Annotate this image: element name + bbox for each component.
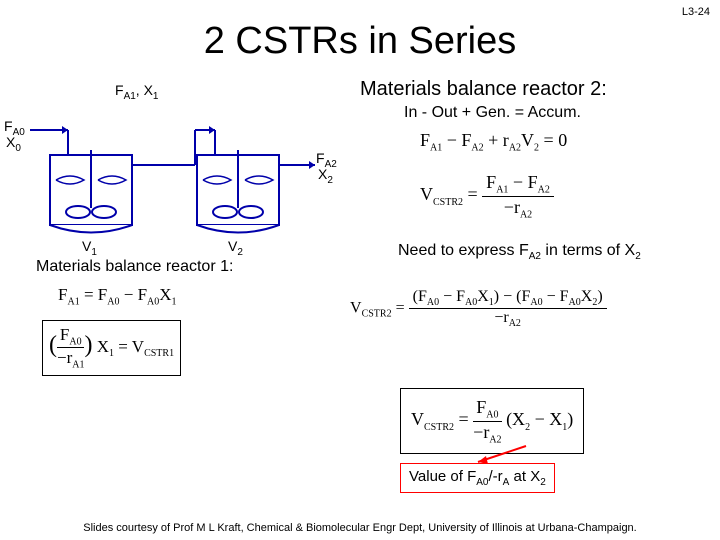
equation-5: VCSTR2 = (FA0 − FA0X1) − (FA0 − FA0X2)−r… xyxy=(350,288,607,329)
heading-material-balance-2: Materials balance reactor 2: xyxy=(360,78,607,101)
cstr-diagram: FA1, X1 FA0 X0 FA2 X2 V1 V2 xyxy=(20,100,330,260)
equation-2: VCSTR2 = FA1 − FA2−rA2 xyxy=(420,172,554,220)
need-express-text: Need to express FA2 in terms of X2 xyxy=(398,242,641,262)
label-X0: X0 xyxy=(6,134,21,154)
slide-title: 2 CSTRs in Series xyxy=(0,20,720,63)
heading-material-balance-1: Materials balance reactor 1: xyxy=(36,258,233,276)
label-X2: X2 xyxy=(318,166,333,186)
credit-footer: Slides courtesy of Prof M L Kraft, Chemi… xyxy=(0,522,720,534)
equation-4-box: (FA0−rA1) X1 = VCSTR1 xyxy=(42,320,181,376)
label-V1: V1 xyxy=(82,238,97,258)
cstr-svg xyxy=(20,100,330,260)
label-V2: V2 xyxy=(228,238,243,258)
page-number: L3-24 xyxy=(682,6,710,18)
label-FA1-X1: FA1, X1 xyxy=(115,82,158,102)
value-annotation-box: Value of FA0/-rA at X2 xyxy=(400,463,555,493)
equation-3: FA1 = FA0 − FA0X1 xyxy=(58,285,177,307)
equation-in-out: In - Out + Gen. = Accum. xyxy=(404,104,581,122)
equation-1: FA1 − FA2 + rA2V2 = 0 xyxy=(420,130,567,154)
